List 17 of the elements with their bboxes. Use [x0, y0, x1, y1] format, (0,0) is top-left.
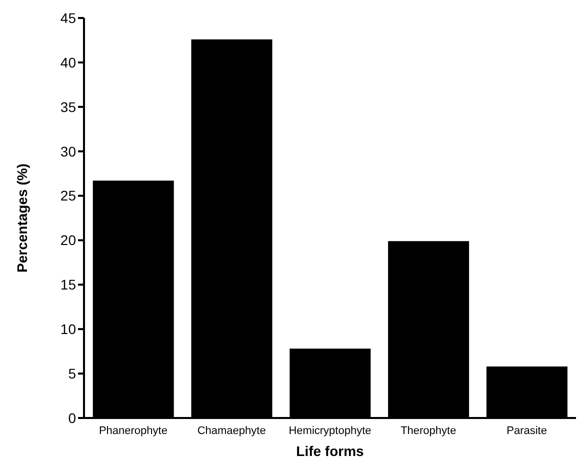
y-tick-label: 35 — [60, 98, 76, 115]
y-tick-label: 0 — [68, 410, 76, 426]
y-tick-label: 15 — [60, 276, 76, 293]
x-tick-label: Hemicryptophyte — [288, 424, 372, 437]
x-tick-label: Phanerophyte — [98, 424, 168, 437]
y-tick-label: 45 — [60, 10, 76, 26]
y-axis-title: Percentages (%) — [14, 164, 30, 272]
x-tick-label: Chamaephyte — [197, 424, 266, 437]
y-tick-label: 25 — [60, 188, 76, 204]
y-tick-label: 10 — [60, 321, 76, 338]
y-tick-label: 30 — [60, 143, 76, 160]
y-tick-label: 5 — [68, 366, 76, 382]
x-tick-label: Parasite — [506, 424, 547, 437]
y-tick-label: 20 — [60, 232, 76, 248]
x-axis-title: Life forms — [296, 443, 364, 459]
x-tick-label: Therophyte — [400, 424, 456, 437]
y-tick-label: 40 — [60, 54, 76, 70]
